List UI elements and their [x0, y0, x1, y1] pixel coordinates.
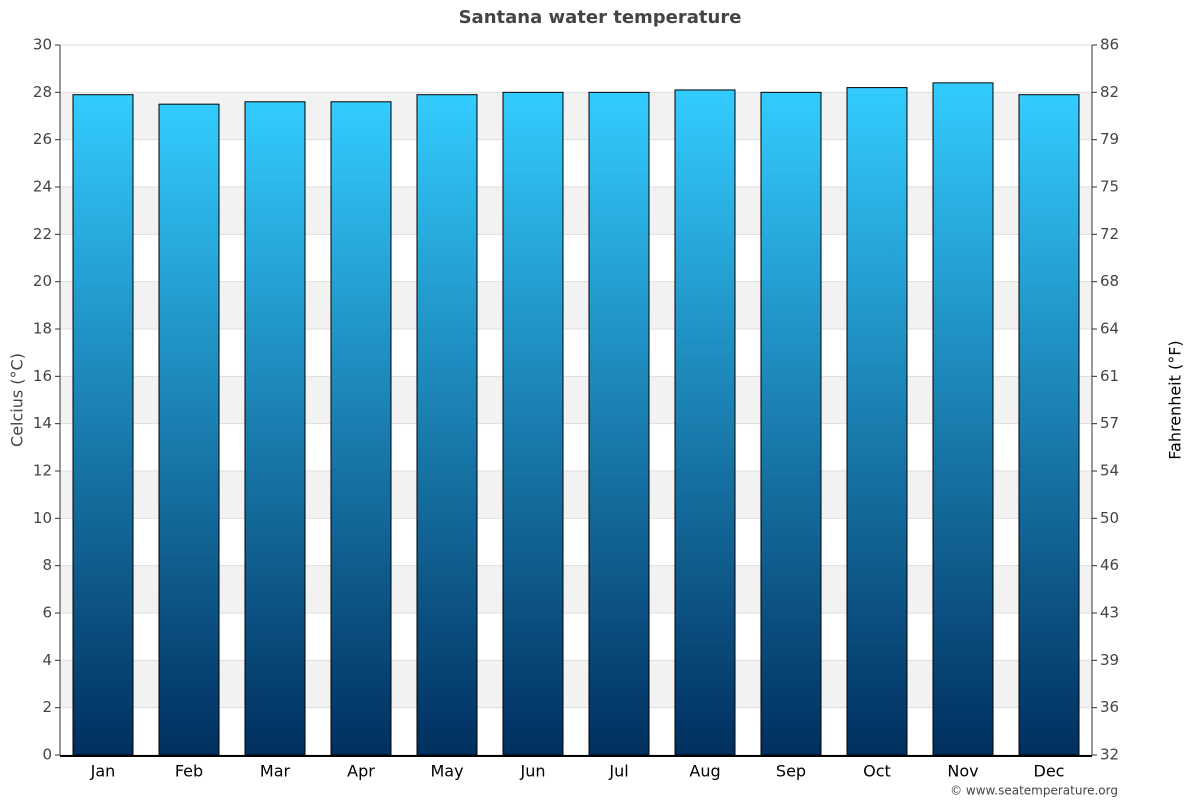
x-tick-label: Apr	[347, 762, 375, 781]
y2-tick-label: 57	[1100, 414, 1119, 432]
y2-tick-label: 64	[1100, 320, 1119, 338]
bar	[932, 82, 994, 756]
bar	[330, 101, 392, 756]
x-tick-label: Sep	[776, 762, 806, 781]
y-tick-label: 0	[42, 746, 52, 764]
y-tick-label: 6	[42, 604, 52, 622]
x-tick-label: Jun	[520, 762, 546, 781]
y-tick-label: 12	[33, 462, 52, 480]
y2-tick-label: 79	[1100, 130, 1119, 148]
grid-band	[60, 92, 1092, 140]
y-tick-label: 8	[42, 556, 52, 574]
bar	[588, 91, 650, 756]
y2-tick-label: 36	[1100, 698, 1119, 716]
credit: © www.seatemperature.org	[950, 784, 1118, 798]
x-tick-label: Jan	[90, 762, 116, 781]
y2-tick-label: 46	[1100, 556, 1119, 574]
y-tick-label: 10	[33, 509, 52, 527]
y-tick-label: 16	[33, 367, 52, 385]
grid-band	[60, 471, 1092, 519]
bar	[72, 94, 134, 756]
y2-tick-label: 43	[1100, 604, 1119, 622]
grid-band	[60, 281, 1092, 329]
y2-tick-label: 54	[1100, 462, 1119, 480]
y2-tick-label: 61	[1100, 367, 1119, 385]
bar	[158, 103, 220, 756]
grid-band	[60, 376, 1092, 424]
bar	[760, 91, 822, 756]
grid-band	[60, 660, 1092, 708]
y2-axis-title: Fahrenheit (°F)	[1166, 340, 1185, 459]
y-tick-label: 28	[33, 83, 52, 101]
x-tick-label: Nov	[947, 762, 978, 781]
y-tick-label: 14	[33, 414, 52, 432]
y2-tick-label: 39	[1100, 651, 1119, 669]
bar	[502, 91, 564, 756]
y-tick-label: 30	[33, 36, 52, 54]
x-tick-label: Mar	[260, 762, 291, 781]
y2-tick-label: 32	[1100, 746, 1119, 764]
x-tick-label: Jul	[608, 762, 628, 781]
y-tick-label: 4	[42, 651, 52, 669]
bar	[1018, 94, 1080, 756]
y-tick-label: 26	[33, 130, 52, 148]
y2-tick-label: 86	[1100, 36, 1119, 54]
y2-tick-label: 68	[1100, 272, 1119, 290]
bar	[846, 87, 908, 756]
y-tick-label: 20	[33, 272, 52, 290]
x-tick-label: Aug	[689, 762, 720, 781]
grid-band	[60, 565, 1092, 613]
y-tick-label: 2	[42, 698, 52, 716]
y2-tick-label: 75	[1100, 178, 1119, 196]
grid-band	[60, 187, 1092, 235]
bar	[244, 101, 306, 756]
y-tick-label: 22	[33, 225, 52, 243]
bar	[674, 89, 736, 756]
x-tick-label: May	[430, 762, 463, 781]
x-tick-label: Oct	[863, 762, 891, 781]
chart-title: Santana water temperature	[459, 7, 742, 28]
x-tick-label: Dec	[1034, 762, 1065, 781]
y-tick-label: 18	[33, 320, 52, 338]
y-axis-title: Celcius (°C)	[8, 353, 27, 447]
y2-tick-label: 72	[1100, 225, 1119, 243]
y2-tick-label: 82	[1100, 83, 1119, 101]
y2-tick-label: 50	[1100, 509, 1119, 527]
y-tick-label: 24	[33, 178, 52, 196]
bar	[416, 94, 478, 756]
x-tick-label: Feb	[175, 762, 203, 781]
